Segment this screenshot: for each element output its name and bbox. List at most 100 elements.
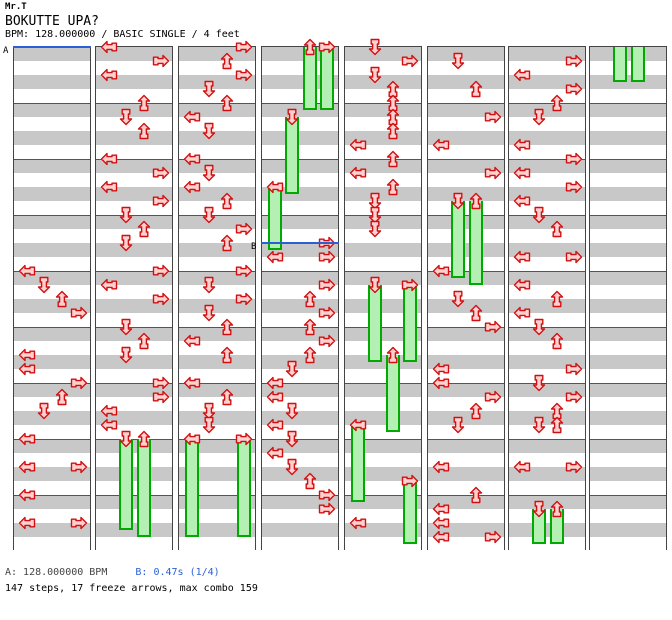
freeze-arrow-body[interactable] (631, 47, 645, 75)
freeze-arrow-head[interactable] (448, 191, 468, 211)
tap-arrow[interactable] (17, 429, 37, 449)
tap-arrow[interactable] (483, 527, 503, 547)
freeze-arrow-head[interactable] (400, 471, 420, 491)
measure-column[interactable] (178, 40, 256, 551)
tap-arrow[interactable] (529, 415, 549, 435)
tap-arrow[interactable] (529, 317, 549, 337)
tap-arrow[interactable] (52, 289, 72, 309)
tap-arrow[interactable] (483, 317, 503, 337)
tap-arrow[interactable] (52, 387, 72, 407)
freeze-arrow-body[interactable] (303, 47, 317, 103)
tap-arrow[interactable] (17, 513, 37, 533)
tap-arrow[interactable] (217, 233, 237, 253)
freeze-arrow-head[interactable] (547, 499, 567, 519)
tap-arrow[interactable] (300, 345, 320, 365)
freeze-arrow-head[interactable] (529, 499, 549, 519)
tap-arrow[interactable] (564, 149, 584, 169)
tap-arrow[interactable] (564, 51, 584, 71)
tap-arrow[interactable] (564, 177, 584, 197)
freeze-arrow-body[interactable] (237, 439, 251, 530)
tap-arrow[interactable] (69, 303, 89, 323)
tap-arrow[interactable] (199, 121, 219, 141)
tap-arrow[interactable] (483, 387, 503, 407)
tap-arrow[interactable] (151, 191, 171, 211)
tap-arrow[interactable] (512, 135, 532, 155)
tap-arrow[interactable] (116, 233, 136, 253)
tap-arrow[interactable] (317, 275, 337, 295)
tap-arrow[interactable] (365, 37, 385, 57)
tap-arrow[interactable] (383, 149, 403, 169)
freeze-arrow-head[interactable] (300, 37, 320, 57)
tap-arrow[interactable] (99, 275, 119, 295)
tap-arrow[interactable] (199, 163, 219, 183)
tap-arrow[interactable] (217, 387, 237, 407)
tap-arrow[interactable] (547, 93, 567, 113)
tap-arrow[interactable] (512, 303, 532, 323)
measure-column[interactable] (95, 40, 173, 551)
tap-arrow[interactable] (448, 51, 468, 71)
tap-arrow[interactable] (151, 387, 171, 407)
tap-arrow[interactable] (365, 191, 385, 211)
tap-arrow[interactable] (282, 401, 302, 421)
tap-arrow[interactable] (564, 359, 584, 379)
tap-arrow[interactable] (317, 247, 337, 267)
tap-arrow[interactable] (383, 121, 403, 141)
tap-arrow[interactable] (199, 415, 219, 435)
tap-arrow[interactable] (529, 205, 549, 225)
freeze-arrow-body[interactable] (469, 201, 483, 278)
tap-arrow[interactable] (529, 373, 549, 393)
freeze-arrow-head[interactable] (317, 37, 337, 57)
freeze-arrow-head[interactable] (466, 191, 486, 211)
freeze-arrow-head[interactable] (265, 177, 285, 197)
freeze-arrow-body[interactable] (451, 201, 465, 271)
freeze-arrow-head[interactable] (282, 107, 302, 127)
freeze-arrow-body[interactable] (403, 481, 417, 537)
tap-arrow[interactable] (431, 527, 451, 547)
tap-arrow[interactable] (217, 317, 237, 337)
tap-arrow[interactable] (134, 121, 154, 141)
tap-arrow[interactable] (182, 107, 202, 127)
tap-arrow[interactable] (317, 485, 337, 505)
tap-arrow[interactable] (431, 373, 451, 393)
tap-arrow[interactable] (151, 373, 171, 393)
tap-arrow[interactable] (512, 275, 532, 295)
tap-arrow[interactable] (234, 289, 254, 309)
freeze-arrow-head[interactable] (182, 429, 202, 449)
tap-arrow[interactable] (400, 51, 420, 71)
tap-arrow[interactable] (151, 261, 171, 281)
tap-arrow[interactable] (99, 401, 119, 421)
tap-arrow[interactable] (116, 317, 136, 337)
tap-arrow[interactable] (431, 499, 451, 519)
tap-arrow[interactable] (265, 247, 285, 267)
tap-arrow[interactable] (17, 345, 37, 365)
tap-arrow[interactable] (265, 373, 285, 393)
tap-arrow[interactable] (483, 107, 503, 127)
tap-arrow[interactable] (217, 51, 237, 71)
tap-arrow[interactable] (99, 149, 119, 169)
freeze-arrow-body[interactable] (137, 439, 151, 530)
tap-arrow[interactable] (34, 275, 54, 295)
tap-arrow[interactable] (564, 247, 584, 267)
tap-arrow[interactable] (547, 219, 567, 239)
tap-arrow[interactable] (483, 163, 503, 183)
tap-arrow[interactable] (466, 485, 486, 505)
freeze-arrow-body[interactable] (613, 47, 627, 75)
tap-arrow[interactable] (512, 65, 532, 85)
tap-arrow[interactable] (512, 247, 532, 267)
tap-arrow[interactable] (348, 135, 368, 155)
tap-arrow[interactable] (466, 303, 486, 323)
measure-column[interactable] (589, 46, 667, 551)
tap-arrow[interactable] (448, 415, 468, 435)
tap-arrow[interactable] (448, 289, 468, 309)
tap-arrow[interactable] (217, 93, 237, 113)
tap-arrow[interactable] (365, 205, 385, 225)
tap-arrow[interactable] (300, 289, 320, 309)
freeze-arrow-head[interactable] (348, 415, 368, 435)
tap-arrow[interactable] (547, 289, 567, 309)
tap-arrow[interactable] (317, 331, 337, 351)
tap-arrow[interactable] (217, 191, 237, 211)
tap-arrow[interactable] (365, 219, 385, 239)
measure-column[interactable] (261, 38, 339, 551)
tap-arrow[interactable] (99, 177, 119, 197)
tap-arrow[interactable] (99, 37, 119, 57)
